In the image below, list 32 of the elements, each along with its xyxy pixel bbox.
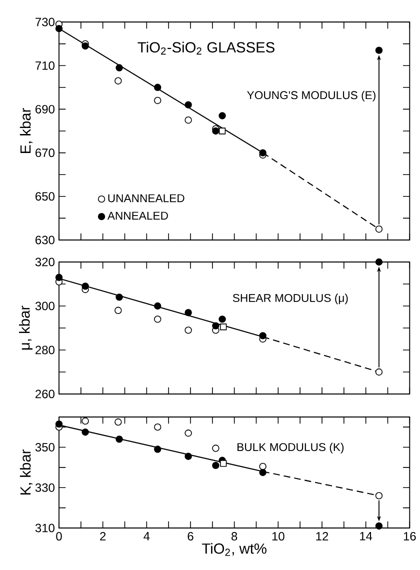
x-tick-label: 2 xyxy=(100,532,106,540)
y-tick-label: 710 xyxy=(36,61,54,70)
x-tick-label: 8 xyxy=(232,532,238,541)
y-tick-label: 260 xyxy=(36,390,54,398)
text: BULK MODULUS (K) xyxy=(238,442,344,454)
text: YOUNG'S MODULUS (E) xyxy=(247,90,376,102)
text: TiO$_{2}$-SiO$_{2}$ GLASSES xyxy=(138,42,274,55)
legend-label: ANNEALED xyxy=(107,212,168,220)
x-axis-title: TiO$_{2}$, wt% xyxy=(202,543,266,556)
x-tick-label: 4 xyxy=(144,532,150,540)
x-tick-label: 6 xyxy=(188,532,194,541)
y-tick-label: 280 xyxy=(36,346,54,354)
y-axis-title: K, kbar xyxy=(20,450,32,495)
y-tick-label: 690 xyxy=(36,104,54,114)
y-tick-label: 310 xyxy=(35,524,54,532)
legend-label: UNANNEALED xyxy=(108,194,184,202)
x-tick-label: 12 xyxy=(316,532,328,540)
y-tick-label: 300 xyxy=(35,302,54,310)
y-tick-label: 320 xyxy=(35,258,54,266)
text: SHEAR MODULUS (μ) xyxy=(232,294,348,304)
y-tick-label: 330 xyxy=(35,483,54,492)
x-tick-label: 10 xyxy=(272,532,284,541)
y-axis-title: E, kbar xyxy=(20,108,32,154)
x-tick-label: 0 xyxy=(56,532,62,541)
x-tick-label: 16 xyxy=(404,532,416,541)
y-tick-label: 650 xyxy=(36,192,54,201)
y-tick-label: 730 xyxy=(36,18,54,26)
y-tick-label: 630 xyxy=(36,236,54,244)
x-tick-label: 14 xyxy=(360,532,372,540)
y-tick-label: 670 xyxy=(36,148,54,158)
y-tick-label: 350 xyxy=(35,443,54,452)
y-axis-title: μ, kbar xyxy=(19,306,32,350)
